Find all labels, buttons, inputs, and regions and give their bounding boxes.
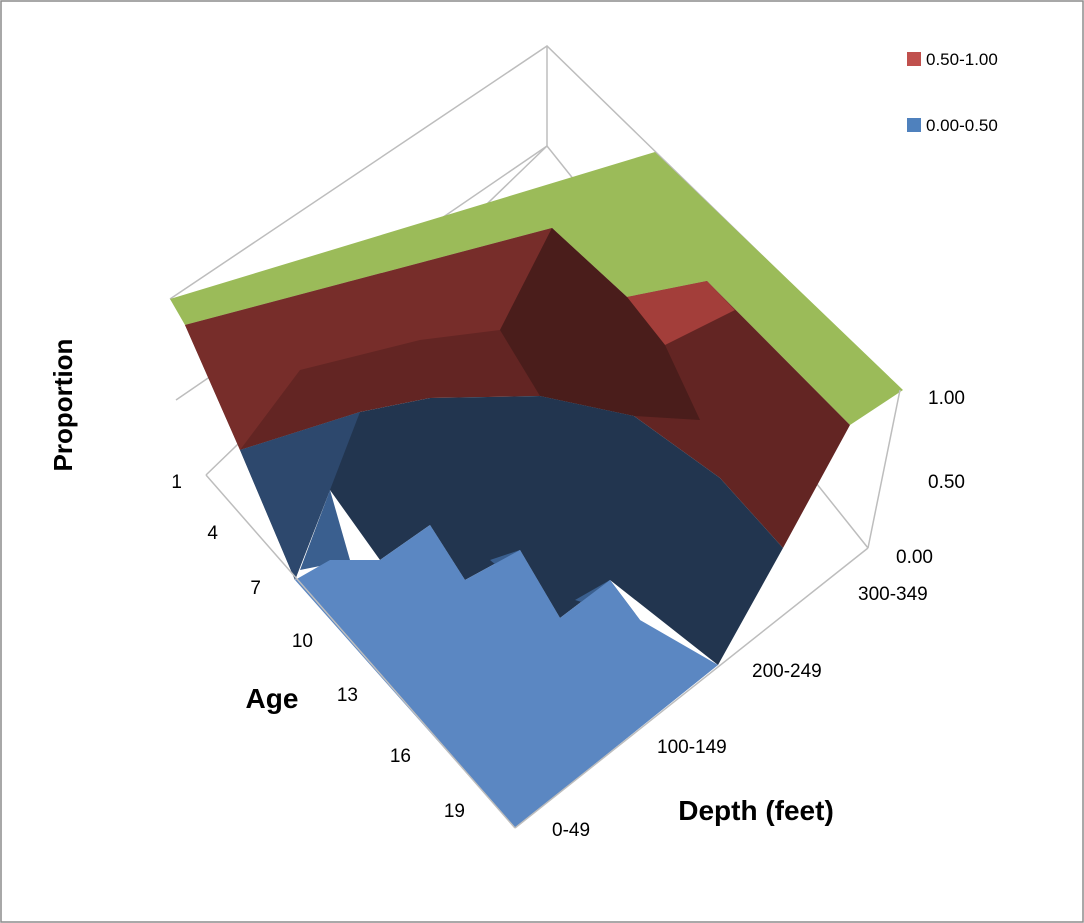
age-tick-label: 13 (337, 685, 358, 706)
surface-band-blue-mid (240, 412, 360, 580)
age-axis-ticks: 1 4 7 10 13 16 19 (171, 472, 465, 822)
surface-band-blue-dark (240, 396, 783, 665)
depth-tick-label: 0-49 (552, 820, 590, 841)
surface-band-red-facet (185, 228, 552, 450)
legend-swatch-blue (907, 118, 921, 132)
surface-band-red-shadow (500, 228, 700, 420)
age-tick-label: 16 (390, 746, 411, 767)
z-tick-label: 0.00 (896, 547, 933, 568)
z-tick-label: 1.00 (928, 388, 965, 409)
age-tick-label: 7 (250, 578, 261, 599)
age-tick-label: 19 (444, 801, 465, 822)
front-axes (205, 389, 901, 829)
surface-spike-1 (300, 490, 350, 570)
z-axis-title: Proportion (48, 339, 78, 472)
legend-swatch-red (907, 52, 921, 66)
age-tick-label: 1 (171, 472, 182, 493)
legend-label-blue: 0.00-0.50 (926, 116, 998, 135)
legend: 0.50-1.00 0.00-0.50 (907, 50, 998, 135)
age-tick-label: 10 (292, 631, 313, 652)
z-axis-ticks: 1.00 0.50 0.00 (896, 388, 965, 568)
depth-tick-label: 100-149 (657, 737, 727, 758)
surface-bottom-light-blue (295, 525, 718, 828)
surface-top-green (170, 152, 903, 425)
depth-tick-label: 200-249 (752, 661, 822, 682)
x-axis-title: Age (246, 683, 299, 714)
legend-label-red: 0.50-1.00 (926, 50, 998, 69)
depth-axis-ticks: 0-49 100-149 200-249 300-349 (552, 584, 928, 841)
y-axis-title: Depth (feet) (678, 795, 834, 826)
z-tick-label: 0.50 (928, 472, 965, 493)
age-tick-label: 4 (207, 523, 218, 544)
depth-tick-label: 300-349 (858, 584, 928, 605)
surface-band-red-highlight (627, 281, 735, 345)
